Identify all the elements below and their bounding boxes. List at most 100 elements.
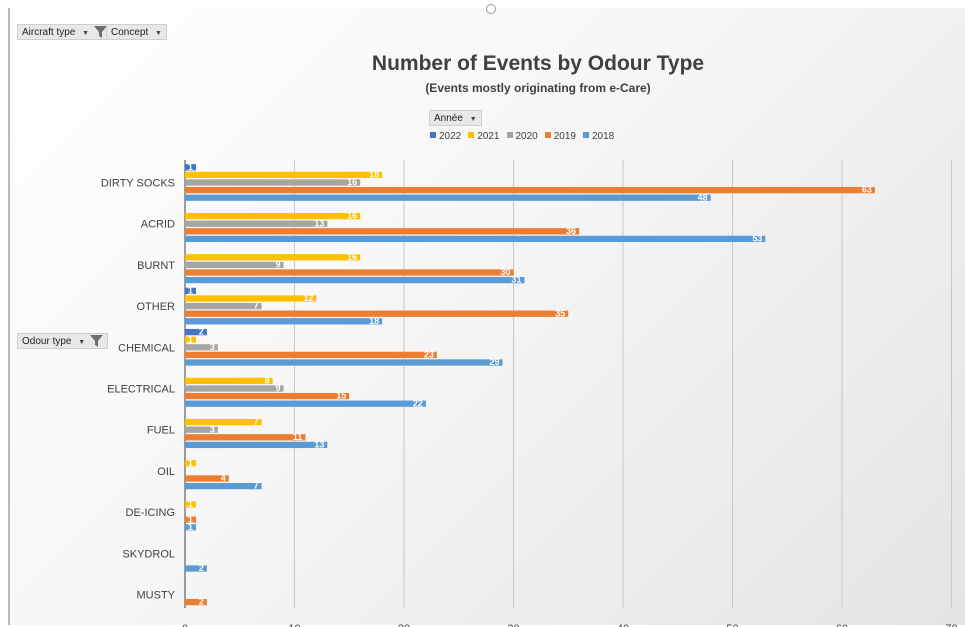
bar-2019 (185, 516, 196, 523)
legend-swatch (430, 132, 436, 138)
bar-2020 (185, 261, 284, 269)
category-label: CHEMICAL (118, 342, 175, 354)
bar-2022 (185, 328, 207, 336)
chart-title: Number of Events by Odour Type (371, 52, 705, 75)
data-label: 8 (265, 375, 270, 385)
legend-item-2021: 2021 (468, 131, 500, 142)
bar-2020 (185, 385, 284, 392)
bar-2021 (185, 295, 317, 302)
odour-type-label: Odour type (22, 336, 72, 347)
category-label: BURNT (137, 260, 175, 272)
data-label: 7 (254, 301, 259, 311)
data-label: 1 (188, 514, 193, 524)
bar-2018 (185, 441, 328, 449)
data-label: 2 (199, 597, 204, 607)
x-tick-label: 60 (836, 623, 848, 627)
bar-2018 (185, 482, 262, 490)
x-tick-label: 0 (182, 623, 188, 627)
category-label: ELECTRICAL (107, 384, 175, 396)
bar-2021 (185, 212, 361, 220)
data-label: 13 (314, 439, 324, 449)
aircraft-type-label: Aircraft type (22, 27, 76, 38)
bar-2018 (185, 318, 383, 325)
bar-2021 (185, 501, 196, 508)
legend-item-2020: 2020 (506, 131, 538, 142)
chart-subtitle: (Events mostly originating from e-Care) (425, 81, 651, 95)
data-label: 16 (347, 211, 357, 221)
bar-2018 (185, 235, 766, 243)
legend-label: 2022 (439, 131, 462, 142)
data-label: 7 (254, 417, 259, 427)
dropdown-arrow-icon: ▼ (155, 30, 162, 37)
bar-2018 (185, 359, 503, 366)
bar-2020 (185, 220, 328, 227)
annee-filter-button[interactable]: Année ▼ (429, 110, 482, 126)
bar-2020 (185, 344, 218, 351)
data-label: 12 (303, 293, 313, 303)
x-tick-label: 50 (726, 623, 738, 627)
data-label: 2 (199, 563, 204, 573)
bar-2019 (185, 351, 437, 359)
bar-2019 (185, 186, 875, 194)
bar-2019 (185, 475, 229, 482)
filter-funnel-icon (93, 26, 107, 39)
x-tick-label: 70 (945, 623, 957, 627)
data-label: 9 (276, 259, 281, 269)
bar-2020 (185, 179, 361, 186)
bar-2018 (185, 400, 426, 407)
aircraft-type-filter-button[interactable]: Aircraft type ▼ (17, 24, 112, 40)
data-label: 1 (188, 522, 193, 532)
data-label: 7 (254, 481, 259, 491)
legend-swatch (544, 132, 551, 138)
legend-label: 2021 (477, 131, 500, 142)
data-label: 53 (752, 233, 762, 243)
bar-2021 (185, 460, 196, 467)
data-label: 3 (210, 342, 215, 352)
category-label: DE-ICING (126, 507, 176, 519)
dropdown-arrow-icon: ▼ (82, 30, 90, 37)
odour-type-filter-button[interactable]: Odour type ▼ (17, 333, 108, 349)
concept-label: Concept (111, 27, 149, 38)
data-label: 1 (188, 285, 193, 295)
legend-item-2019: 2019 (544, 131, 576, 142)
bar-2019 (185, 310, 569, 317)
x-tick-label: 30 (507, 623, 519, 627)
category-label: SKYDROL (122, 548, 175, 560)
legend-swatch (583, 132, 589, 138)
bar-2021 (185, 418, 262, 426)
legend-swatch (468, 132, 475, 138)
data-label: 22 (413, 398, 423, 408)
data-label: 63 (862, 185, 872, 195)
category-label: OIL (157, 466, 175, 478)
bar-2020 (185, 426, 218, 433)
bar-2021 (185, 377, 273, 385)
data-label: 9 (276, 383, 281, 393)
data-label: 3 (210, 424, 215, 434)
data-label: 13 (314, 218, 324, 228)
bar-2018 (185, 524, 196, 531)
legend-label: 2019 (553, 131, 576, 142)
resize-handle[interactable] (486, 4, 496, 14)
data-label: 4 (221, 473, 226, 483)
bar-2019 (185, 228, 580, 235)
dropdown-arrow-icon: ▼ (78, 339, 86, 346)
data-label: 1 (188, 499, 193, 509)
data-label: 29 (490, 357, 500, 367)
concept-filter-button[interactable]: Concept ▼ (106, 24, 167, 40)
x-tick-label: 40 (617, 623, 629, 627)
bar-2019 (185, 392, 350, 400)
bar-2018 (185, 565, 207, 572)
legend-item-2018: 2018 (583, 131, 614, 142)
data-label: 35 (555, 308, 565, 318)
data-label: 31 (511, 275, 521, 285)
x-tick-label: 20 (398, 623, 410, 627)
bar-2018 (185, 276, 525, 284)
chart-legend: 2022 2021 2020 2019 2018 (430, 131, 621, 142)
bar-2020 (185, 302, 262, 310)
dropdown-arrow-icon: ▼ (469, 116, 477, 123)
annee-label: Année (434, 113, 463, 124)
data-label: 48 (698, 192, 708, 202)
data-label: 1 (188, 162, 193, 172)
data-label: 15 (336, 391, 346, 401)
